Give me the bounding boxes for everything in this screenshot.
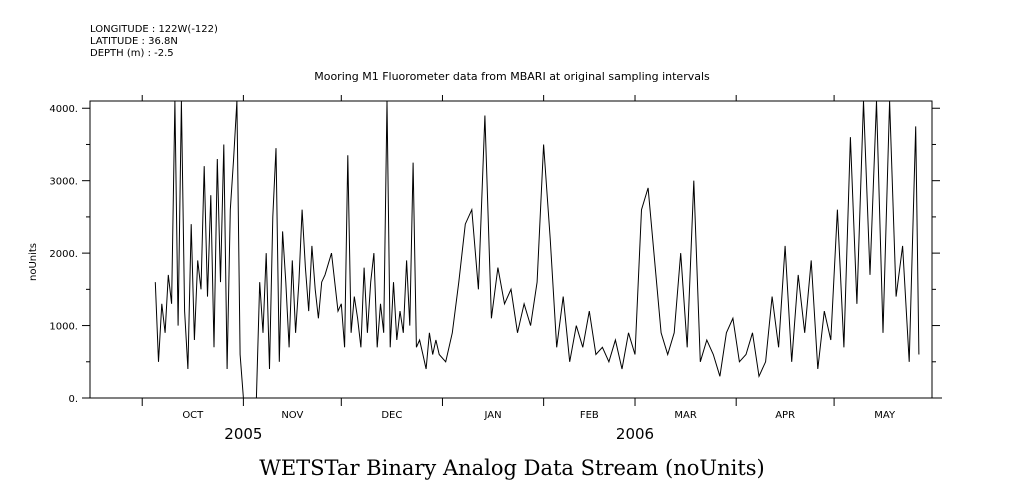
y-axis-label: noUnits	[28, 243, 39, 281]
x-month-label: MAY	[874, 410, 896, 421]
chart-caption: WETSTar Binary Analog Data Stream (noUni…	[259, 456, 764, 480]
x-month-label: NOV	[281, 410, 303, 421]
latitude-label: LATITUDE : 36.8N	[90, 36, 178, 47]
x-month-label: OCT	[182, 410, 204, 421]
plot-frame	[89, 100, 933, 399]
x-axis-ticks: OCT NOV DEC JAN FEB MAR APR MAY 2005 2006	[141, 95, 896, 443]
x-month-label: MAR	[674, 410, 696, 421]
x-month-label: DEC	[381, 410, 402, 421]
x-year-label: 2006	[616, 425, 654, 443]
y-axis-ticks: 0. 1000. 2000. 3000. 4000.	[49, 104, 940, 405]
longitude-label: LONGITUDE : 122W(-122)	[90, 24, 218, 35]
y-tick-label: 4000.	[49, 104, 78, 115]
chart-title: Mooring M1 Fluorometer data from MBARI a…	[314, 70, 710, 83]
x-month-label: APR	[775, 410, 795, 421]
series-line	[154, 100, 920, 399]
data-series	[154, 100, 920, 399]
x-month-label: JAN	[483, 410, 501, 421]
y-tick-label: 0.	[68, 394, 78, 405]
depth-label: DEPTH (m) : -2.5	[90, 48, 174, 59]
location-metadata: LONGITUDE : 122W(-122) LATITUDE : 36.8N …	[90, 24, 218, 60]
x-month-label: FEB	[580, 410, 599, 421]
y-tick-label: 2000.	[49, 249, 78, 260]
y-tick-label: 1000.	[49, 322, 78, 333]
x-year-label: 2005	[224, 425, 262, 443]
y-tick-label: 3000.	[49, 177, 78, 188]
